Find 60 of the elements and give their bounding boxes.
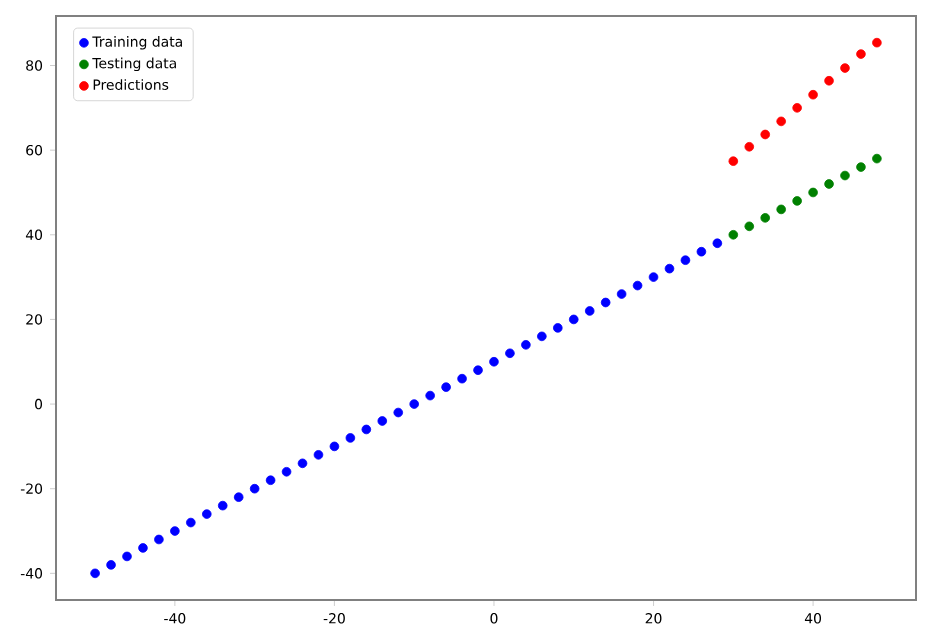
point (856, 162, 866, 172)
point (840, 170, 850, 181)
point (872, 37, 882, 48)
point (808, 187, 818, 198)
point (457, 373, 467, 384)
point (297, 458, 308, 469)
point (824, 75, 834, 86)
point (553, 323, 563, 333)
point (505, 348, 515, 359)
point (728, 156, 739, 166)
point (90, 568, 100, 579)
point (760, 213, 770, 223)
point (170, 526, 180, 536)
point (824, 179, 834, 189)
point (728, 230, 739, 240)
point (441, 382, 451, 392)
point (265, 475, 276, 486)
point (616, 289, 627, 299)
point (154, 534, 164, 545)
point (106, 560, 116, 570)
point (537, 331, 547, 342)
point (776, 116, 786, 127)
point (632, 280, 643, 291)
point (186, 517, 196, 528)
point (872, 153, 882, 164)
point (521, 340, 531, 350)
point (808, 89, 818, 100)
point (568, 314, 579, 325)
point (202, 509, 212, 519)
point (744, 221, 755, 232)
point (313, 450, 324, 460)
point (856, 49, 866, 59)
point (792, 196, 802, 206)
point (840, 63, 850, 73)
point (249, 483, 260, 494)
point (712, 238, 723, 249)
point (361, 424, 372, 435)
point (377, 416, 388, 426)
point (473, 365, 483, 375)
point (122, 551, 132, 562)
point (792, 103, 802, 113)
point (425, 390, 435, 401)
point (345, 433, 356, 443)
point (696, 246, 707, 257)
point (217, 500, 228, 511)
point (600, 297, 611, 308)
point (744, 141, 755, 152)
point (329, 441, 340, 452)
point (233, 492, 244, 502)
point (393, 407, 404, 418)
point (489, 356, 499, 367)
point (138, 543, 148, 553)
point (648, 272, 659, 282)
point (776, 204, 786, 215)
point (760, 129, 770, 140)
point (664, 263, 675, 274)
point (680, 255, 691, 265)
point (409, 399, 419, 409)
point (584, 306, 595, 316)
point (281, 466, 292, 477)
